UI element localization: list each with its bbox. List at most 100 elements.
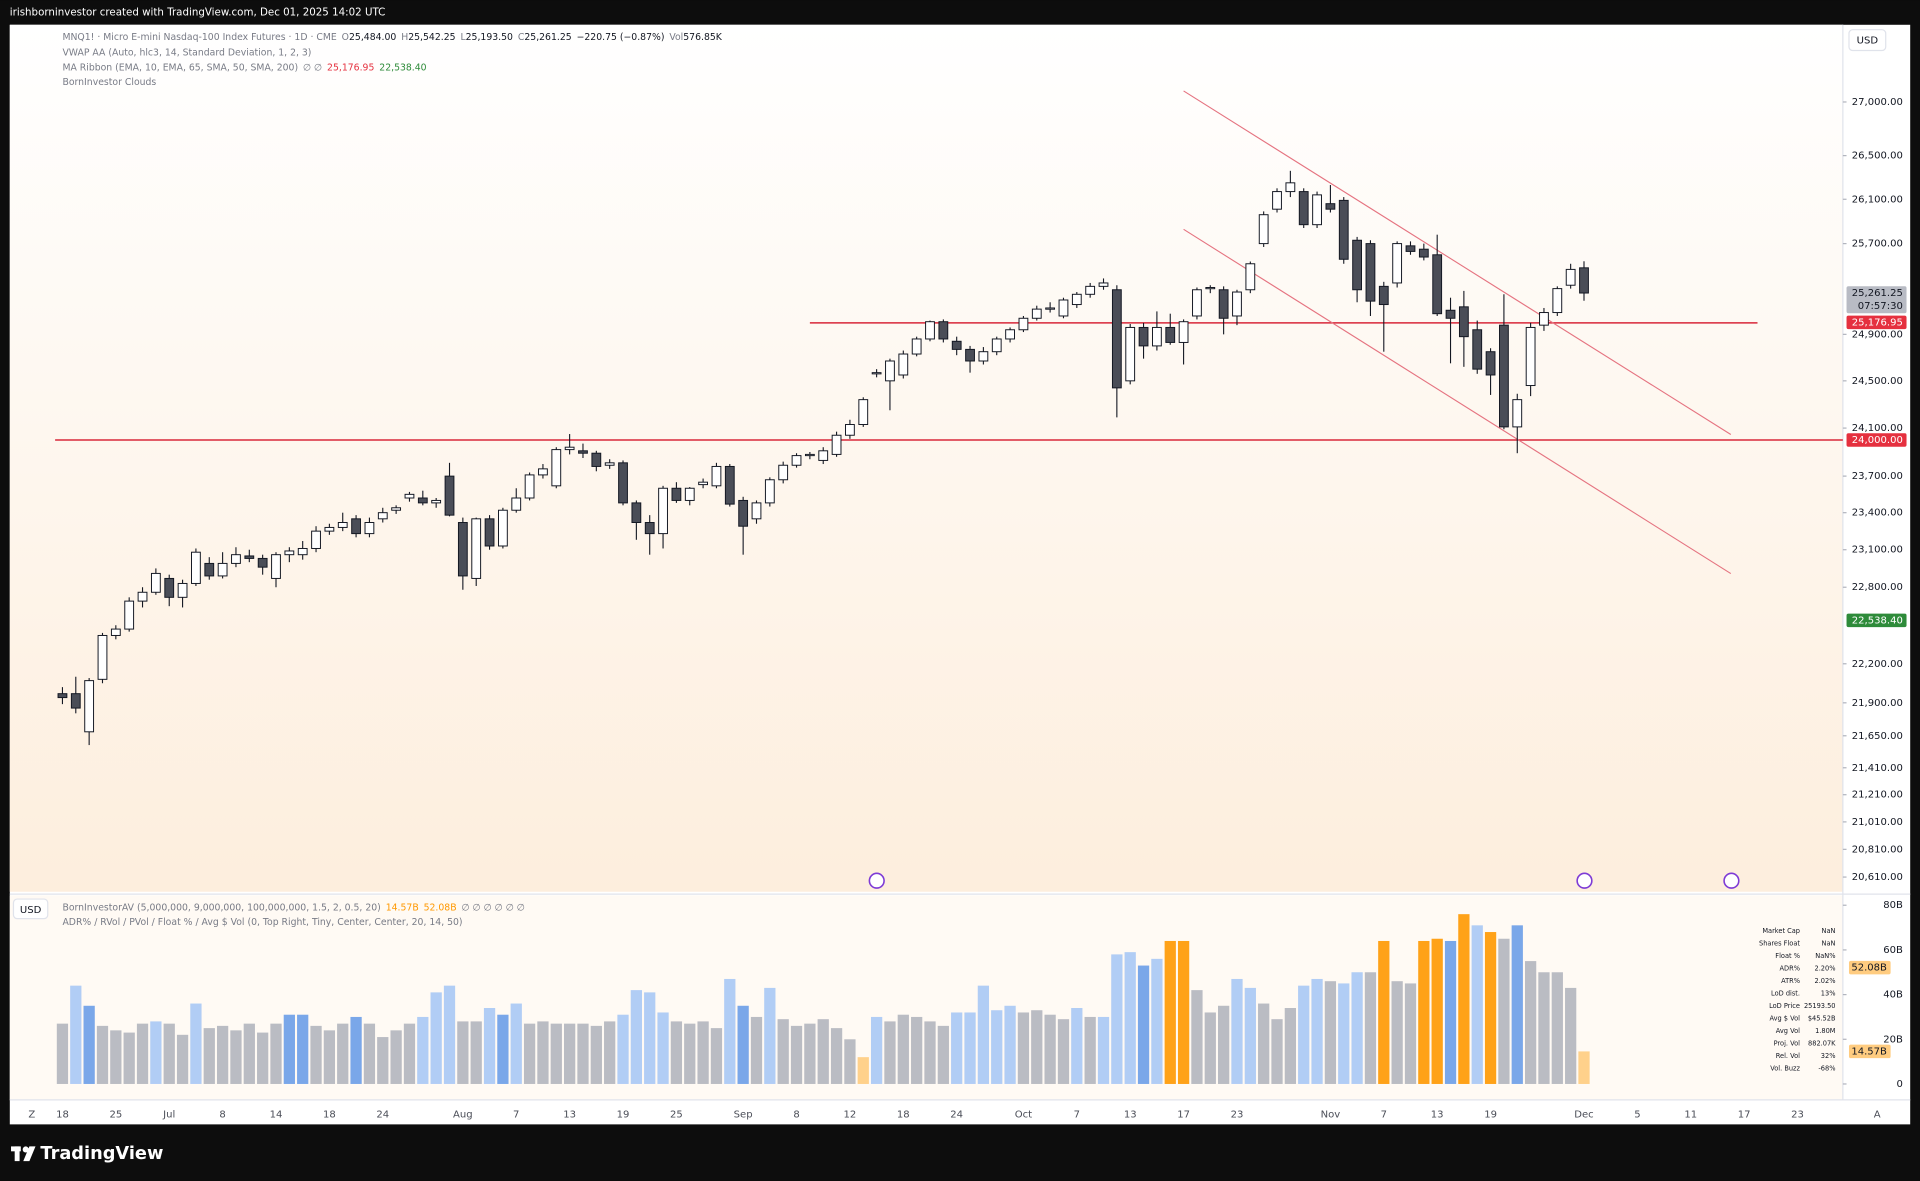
candle-body [1458, 306, 1469, 338]
indicator-extra: ∅ ∅ [303, 62, 322, 73]
currency-button[interactable] [1848, 29, 1887, 52]
currency-button[interactable] [12, 898, 49, 920]
price-badge [1846, 315, 1907, 330]
y-tick-label: 27,000.00 [1852, 97, 1903, 108]
volume-bar [844, 1039, 856, 1084]
legend-key: C [518, 32, 524, 43]
volume-bar [1057, 1019, 1070, 1084]
stats-value: -68% [1818, 1064, 1835, 1072]
candle-body [898, 353, 909, 376]
candle-body [1432, 254, 1443, 315]
volume-bar [1017, 1012, 1030, 1084]
volume-bar [190, 1003, 202, 1084]
volume-badge [1848, 960, 1891, 975]
volume-bar [1177, 940, 1190, 1084]
x-tick-label: 19 [1484, 1110, 1497, 1121]
x-tick-label: Sep [734, 1110, 753, 1121]
volume-bar [56, 1023, 69, 1084]
candle-body [177, 582, 188, 598]
volume-bar [150, 1021, 162, 1084]
candle-body [1418, 248, 1429, 258]
candle-body [1138, 326, 1149, 347]
currency-label[interactable]: USD [20, 905, 42, 916]
volume-bar [1565, 987, 1577, 1084]
candle-body [938, 321, 949, 340]
stats-value: 25193.50 [1804, 1002, 1836, 1010]
candle-body [1111, 289, 1122, 389]
x-tick-label: 18 [897, 1110, 910, 1121]
event-marker[interactable] [868, 872, 885, 889]
x-tick-label: 17 [1177, 1110, 1190, 1121]
volume-bar [1364, 972, 1377, 1084]
candle-body [257, 557, 268, 568]
candle-body [1098, 282, 1109, 287]
candle-body [951, 340, 962, 350]
event-marker[interactable] [1723, 872, 1740, 889]
price-badge-label: 25,261.25 [1852, 288, 1903, 299]
candle-body [764, 479, 775, 504]
event-marker[interactable] [1576, 872, 1593, 889]
candle-body [110, 628, 121, 636]
legend-key: L [460, 32, 466, 43]
currency-label[interactable]: USD [1857, 36, 1879, 47]
footer-brand: TradingView [40, 1144, 163, 1164]
x-tick-label: 13 [1431, 1110, 1444, 1121]
x-tick-label: Aug [453, 1110, 473, 1121]
candle-body [791, 455, 802, 466]
candle-body [684, 487, 695, 501]
volume-bar [857, 1057, 869, 1084]
candle-body [324, 526, 335, 532]
candle-body [644, 522, 655, 535]
stats-value: NaN% [1815, 952, 1835, 960]
volume-bar [523, 1023, 536, 1084]
y-tick-label: 20,810.00 [1852, 844, 1903, 855]
stats-key: Shares Float [1759, 939, 1800, 947]
volume-bar [230, 1030, 242, 1084]
volume-bar [604, 1021, 616, 1084]
logo-shape [14, 1146, 20, 1162]
volume-bar [1391, 981, 1403, 1084]
volume-bar [1191, 990, 1203, 1084]
volume-bar [884, 1021, 896, 1084]
volume-bar [1324, 981, 1337, 1084]
candle-body [284, 550, 295, 556]
volume-bar [417, 1016, 429, 1084]
legend-value: 576.85K [683, 32, 723, 43]
x-tick-label: 11 [1684, 1110, 1697, 1121]
y-tick-label: 26,500.00 [1852, 151, 1903, 162]
x-tick-label: 25 [109, 1110, 122, 1121]
axis-button[interactable]: A [1874, 1110, 1881, 1121]
logo-shape [22, 1146, 29, 1153]
volume-bar [710, 1028, 723, 1084]
x-tick-label: 13 [1124, 1110, 1137, 1121]
x-tick-label: 5 [1634, 1110, 1640, 1121]
candle-body [578, 450, 588, 454]
event-markers [868, 872, 1740, 889]
stats-key: LoD Price [1769, 1002, 1800, 1010]
volume-bar [1004, 1005, 1016, 1084]
candle-body [1165, 326, 1176, 343]
candle-body [311, 530, 321, 549]
stats-value: $45.52B [1808, 1014, 1836, 1022]
volume-bar [430, 992, 442, 1084]
y-tick-label: 20,610.00 [1852, 872, 1903, 883]
stats-key: Avg Vol [1776, 1027, 1800, 1035]
candle-body [431, 499, 442, 504]
candle-body [1218, 289, 1229, 319]
volume-bar [297, 1014, 309, 1084]
candle-body [1325, 203, 1336, 210]
legend-value: 25,542.25 [408, 32, 455, 43]
indicator-extra: ∅ ∅ ∅ ∅ ∅ ∅ [462, 902, 525, 913]
volume-bar [1538, 972, 1550, 1084]
volume-bar [323, 1030, 336, 1084]
volume-bar [443, 985, 456, 1084]
candle-body [618, 462, 628, 504]
candle-body [511, 497, 522, 511]
volume-bar [310, 1025, 322, 1084]
legend-value: 25,261.25 [524, 32, 571, 43]
candle-body [377, 512, 388, 520]
stats-key: ADR% [1780, 964, 1800, 972]
axis-button[interactable]: Z [28, 1110, 35, 1121]
x-tick-label: Jul [162, 1110, 175, 1121]
x-tick-label: 19 [617, 1110, 630, 1121]
